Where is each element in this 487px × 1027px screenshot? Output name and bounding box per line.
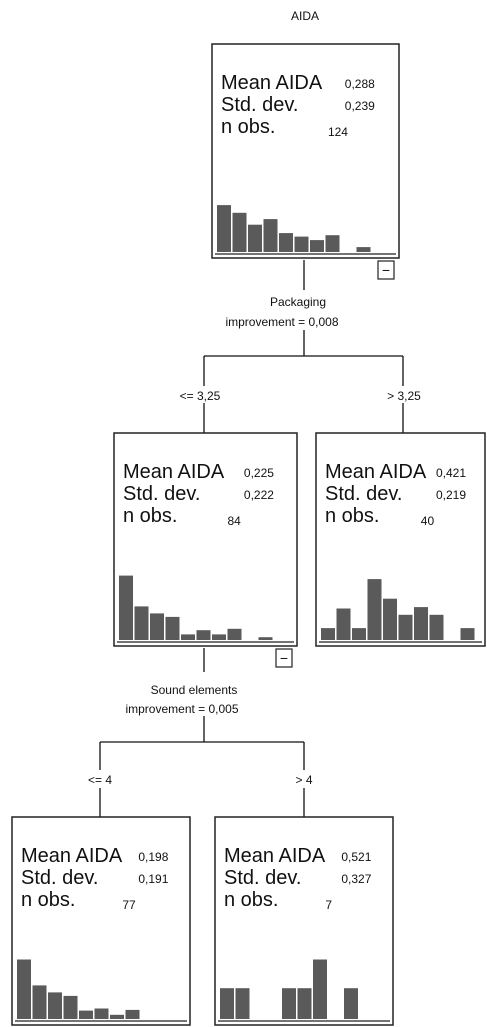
histogram-bar: [110, 1014, 124, 1019]
histogram-bar: [248, 224, 262, 252]
tree-node-n4[interactable]: Mean AIDA 0,521 Std. dev. 0,327 n obs. 7: [214, 816, 394, 1026]
histogram-bar: [212, 634, 226, 640]
histogram-bar: [196, 630, 211, 640]
split1-variable: Packaging: [270, 295, 326, 309]
histogram-bar: [460, 628, 475, 640]
tree-node-n3[interactable]: Mean AIDA 0,198 Std. dev. 0,191 n obs. 77: [11, 816, 191, 1026]
histogram-bar: [79, 1010, 93, 1019]
histogram-bar: [336, 608, 351, 640]
histogram-bar: [94, 1008, 109, 1019]
histogram-bar: [125, 1009, 140, 1019]
split2-left-condition: <= 4: [88, 773, 112, 787]
node-n-obs-value: 124: [328, 125, 348, 139]
histogram-bar: [310, 240, 324, 252]
node-mean-value: 0,421: [436, 466, 466, 480]
split2-right-condition: > 4: [295, 773, 312, 787]
collapse-button[interactable]: −: [377, 260, 395, 280]
histogram-bar: [279, 233, 293, 252]
histogram-bar: [17, 959, 31, 1019]
node-mean-label: Mean AIDA: [224, 845, 326, 867]
tree-node-n2[interactable]: Mean AIDA 0,421 Std. dev. 0,219 n obs. 40: [315, 432, 486, 647]
node-std-dev-label: Std. dev.: [325, 483, 402, 505]
histogram-bar: [321, 628, 335, 640]
split1-right-condition: > 3,25: [387, 389, 421, 403]
histogram-bar: [134, 606, 149, 640]
collapse-box: [275, 648, 293, 668]
node-std-dev-label: Std. dev.: [21, 867, 98, 889]
histogram-bar: [429, 614, 444, 640]
histogram-bar: [352, 628, 366, 640]
node-mean-label: Mean AIDA: [123, 461, 225, 483]
node-mean-value: 0,521: [341, 850, 371, 864]
histogram-bar: [297, 988, 312, 1019]
node-std-dev-value: 0,222: [244, 488, 274, 502]
node-mean-label: Mean AIDA: [325, 461, 427, 483]
split1-improvement: improvement = 0,008: [225, 315, 338, 329]
node-std-dev-label: Std. dev.: [224, 867, 301, 889]
histogram-bar: [263, 219, 278, 252]
node-n-obs-value: 40: [421, 514, 435, 528]
tree-node-n1[interactable]: Mean AIDA 0,225 Std. dev. 0,222 n obs. 84 −: [113, 432, 298, 668]
histogram-bar: [235, 988, 250, 1019]
histogram-bar: [232, 212, 247, 252]
collapse-box: [377, 260, 395, 280]
tree-node-root[interactable]: Mean AIDA 0,288 Std. dev. 0,239 n obs. 124 −: [211, 43, 400, 280]
minus-icon: −: [280, 650, 288, 666]
histogram-bar: [325, 235, 340, 252]
node-std-dev-value: 0,219: [436, 488, 466, 502]
node-mean-label: Mean AIDA: [21, 845, 123, 867]
collapse-button[interactable]: −: [275, 648, 293, 668]
histogram-bar: [344, 988, 358, 1019]
node-mean-value: 0,225: [244, 466, 274, 480]
histogram-bar: [356, 247, 371, 252]
split1-left-condition: <= 3,25: [180, 389, 221, 403]
histogram-bar: [150, 613, 164, 640]
node-n-obs-label: n obs.: [224, 889, 278, 911]
histogram-bar: [220, 988, 234, 1019]
histogram-bar: [294, 236, 309, 252]
node-std-dev-value: 0,191: [138, 872, 168, 886]
node-mean-label: Mean AIDA: [221, 72, 323, 94]
node-n-obs-value: 7: [325, 898, 332, 912]
histogram-bar: [282, 988, 296, 1019]
histogram-bar: [383, 598, 397, 640]
histogram-bar: [398, 614, 413, 640]
histogram-bar: [217, 205, 231, 252]
node-std-dev-value: 0,239: [345, 99, 375, 113]
histogram-bar: [165, 616, 180, 640]
node-std-dev-label: Std. dev.: [123, 483, 200, 505]
histogram-bar: [32, 985, 47, 1019]
node-n-obs-value: 84: [227, 514, 241, 528]
histogram-bar: [181, 634, 195, 640]
node-mean-value: 0,288: [345, 77, 375, 91]
split2-improvement: improvement = 0,005: [125, 702, 238, 716]
node-n-obs-label: n obs.: [221, 116, 275, 138]
tree-title: AIDA: [291, 9, 319, 23]
histogram-bar: [414, 607, 428, 640]
node-n-obs-value: 77: [122, 898, 136, 912]
histogram-bar: [48, 992, 62, 1019]
node-n-obs-label: n obs.: [325, 505, 379, 527]
node-std-dev-label: Std. dev.: [221, 94, 298, 116]
minus-icon: −: [382, 262, 390, 278]
histogram-bar: [367, 579, 382, 640]
histogram-bar: [227, 628, 242, 640]
node-n-obs-label: n obs.: [21, 889, 75, 911]
node-mean-value: 0,198: [138, 850, 168, 864]
node-std-dev-value: 0,327: [341, 872, 371, 886]
histogram-bar: [258, 637, 273, 640]
node-n-obs-label: n obs.: [123, 505, 177, 527]
split2-variable: Sound elements: [151, 683, 238, 697]
histogram-bar: [119, 575, 133, 640]
histogram-bar: [63, 995, 78, 1019]
histogram-bar: [313, 959, 327, 1019]
